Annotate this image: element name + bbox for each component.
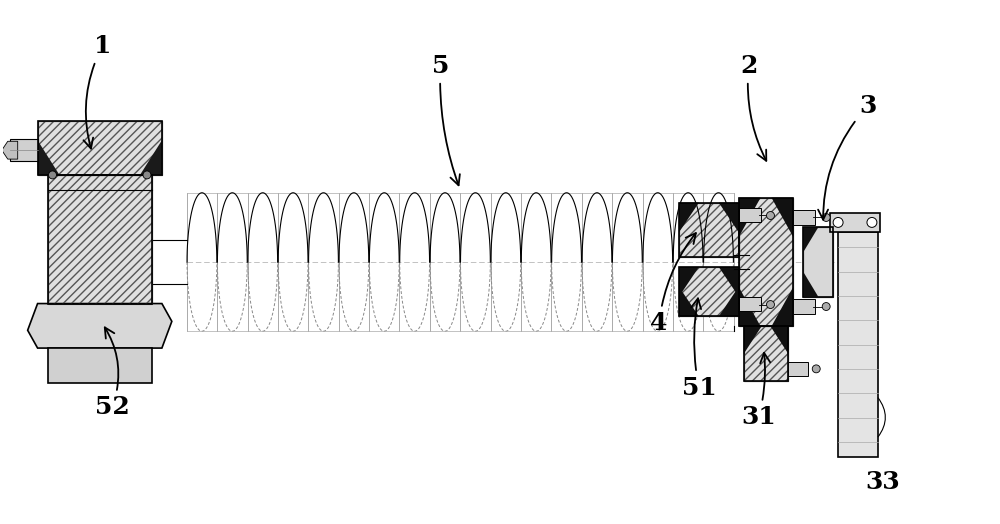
Polygon shape bbox=[719, 203, 739, 232]
Bar bbox=[679, 203, 739, 257]
Bar bbox=[48, 348, 152, 383]
Circle shape bbox=[49, 171, 56, 179]
Bar bbox=[679, 267, 739, 316]
Bar bbox=[48, 175, 152, 303]
Bar bbox=[679, 203, 739, 257]
Polygon shape bbox=[744, 326, 762, 354]
Text: 2: 2 bbox=[740, 54, 766, 161]
Polygon shape bbox=[719, 287, 739, 316]
Bar bbox=[803, 227, 833, 297]
Bar bbox=[679, 203, 739, 257]
Text: 33: 33 bbox=[865, 470, 900, 494]
Text: 4: 4 bbox=[650, 233, 696, 335]
Bar bbox=[739, 198, 793, 326]
Bar bbox=[793, 210, 815, 225]
Circle shape bbox=[822, 213, 830, 222]
Polygon shape bbox=[28, 303, 172, 348]
Polygon shape bbox=[719, 267, 739, 297]
Bar bbox=[48, 175, 152, 303]
Circle shape bbox=[812, 365, 820, 373]
Text: 51: 51 bbox=[682, 298, 716, 400]
Circle shape bbox=[767, 301, 774, 309]
Polygon shape bbox=[140, 140, 162, 175]
Text: 52: 52 bbox=[95, 328, 130, 419]
Bar bbox=[739, 297, 761, 311]
Circle shape bbox=[822, 302, 830, 311]
Bar bbox=[744, 326, 788, 381]
Polygon shape bbox=[770, 326, 788, 354]
Polygon shape bbox=[771, 287, 793, 326]
Polygon shape bbox=[739, 287, 761, 326]
Polygon shape bbox=[679, 267, 699, 297]
Text: 5: 5 bbox=[432, 54, 460, 185]
Polygon shape bbox=[739, 198, 761, 237]
Bar bbox=[739, 208, 761, 222]
Bar bbox=[744, 326, 788, 381]
Polygon shape bbox=[803, 272, 818, 297]
Polygon shape bbox=[2, 141, 18, 159]
Bar bbox=[679, 267, 739, 316]
Bar bbox=[830, 213, 880, 232]
Text: 3: 3 bbox=[818, 94, 877, 220]
Polygon shape bbox=[803, 227, 818, 252]
Bar bbox=[679, 267, 739, 316]
Bar bbox=[803, 227, 833, 297]
Bar bbox=[793, 299, 815, 314]
Circle shape bbox=[867, 217, 877, 227]
Bar bbox=[739, 198, 793, 326]
Bar bbox=[739, 198, 793, 326]
Bar bbox=[744, 326, 788, 381]
Polygon shape bbox=[38, 140, 59, 175]
Bar bbox=[38, 121, 162, 175]
Polygon shape bbox=[679, 287, 699, 316]
Bar bbox=[38, 121, 162, 175]
Bar bbox=[48, 175, 152, 303]
Bar bbox=[10, 139, 38, 161]
Bar bbox=[788, 362, 808, 376]
Circle shape bbox=[143, 171, 151, 179]
Polygon shape bbox=[771, 198, 793, 237]
Text: 31: 31 bbox=[741, 353, 776, 429]
Text: 1: 1 bbox=[83, 34, 111, 148]
Circle shape bbox=[833, 217, 843, 227]
Circle shape bbox=[767, 212, 774, 220]
Bar bbox=[38, 121, 162, 175]
Polygon shape bbox=[679, 203, 699, 232]
Bar bbox=[838, 232, 878, 457]
Bar bbox=[803, 227, 833, 297]
